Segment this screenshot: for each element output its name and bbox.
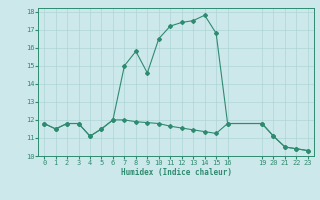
X-axis label: Humidex (Indice chaleur): Humidex (Indice chaleur) (121, 168, 231, 177)
